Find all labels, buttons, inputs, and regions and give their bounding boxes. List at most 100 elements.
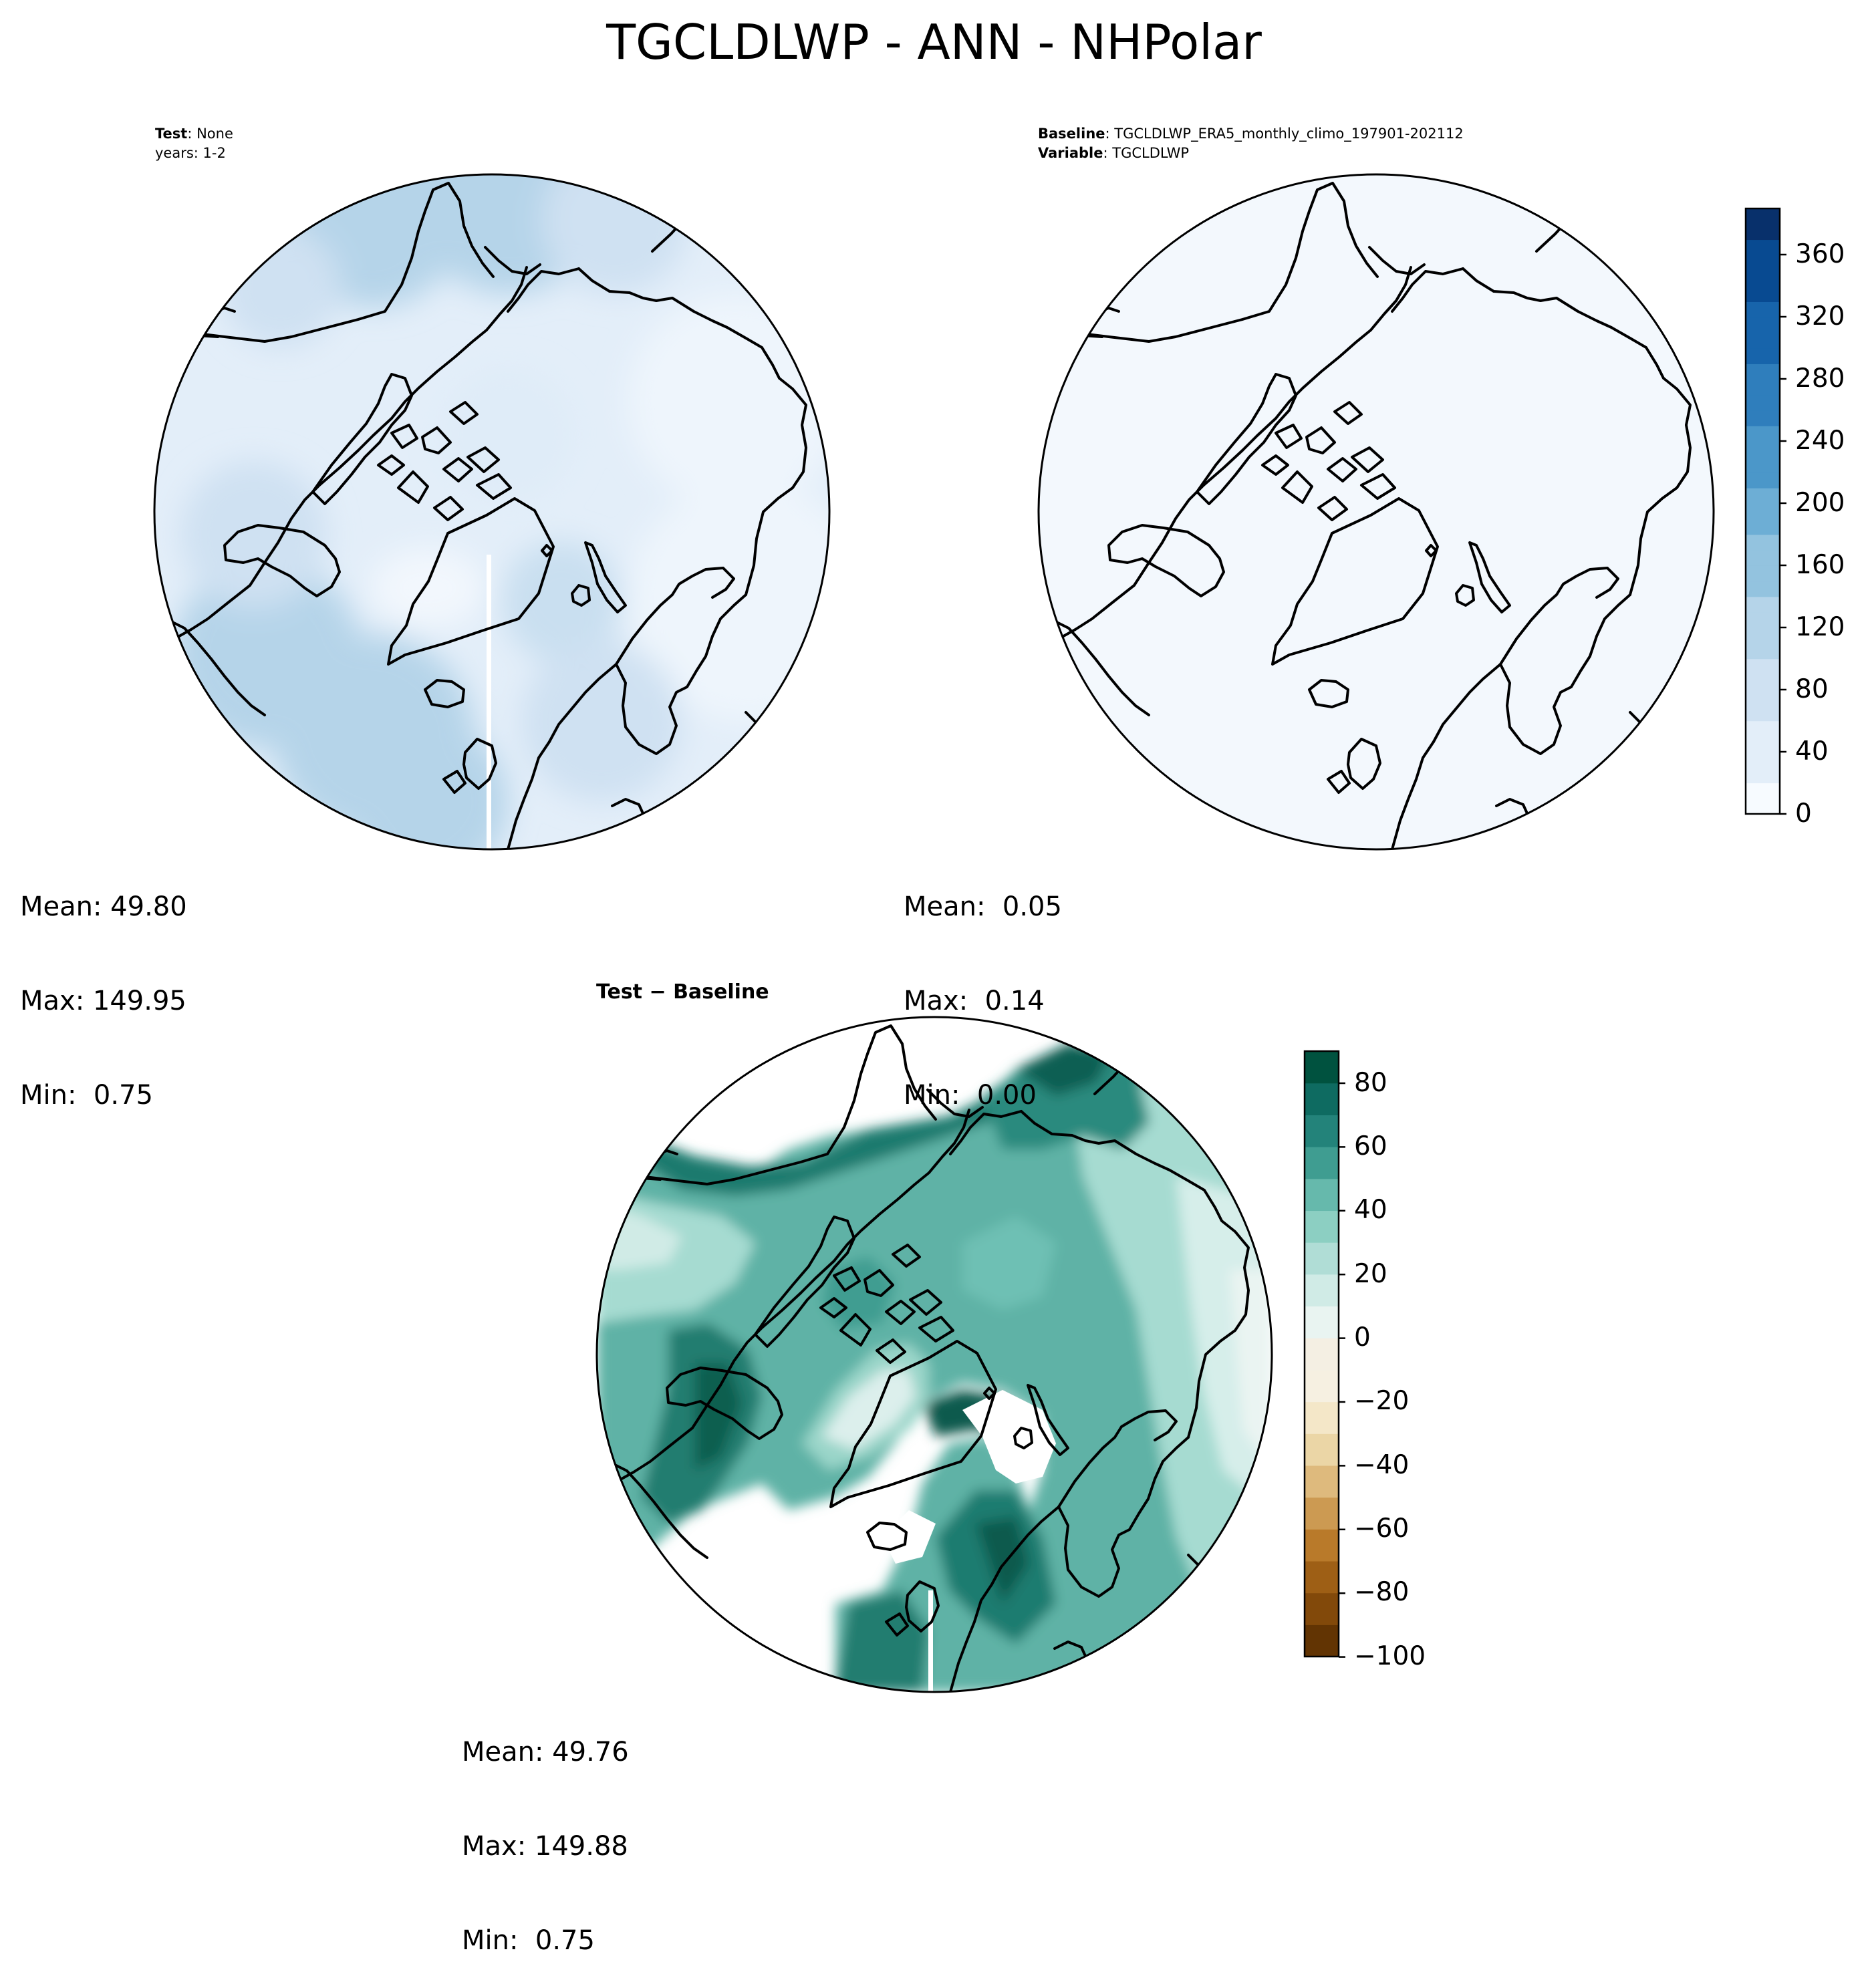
colorbar-segment — [1746, 239, 1780, 256]
cb1-tick: 280 — [1795, 364, 1845, 394]
colorbar-segment — [1746, 394, 1780, 411]
cb2-tick: 20 — [1354, 1259, 1387, 1289]
cb1-tick: 120 — [1795, 612, 1845, 642]
baseline-case-name: : TGCLDLWP_ERA5_monthly_climo_197901-202… — [1105, 126, 1464, 142]
cb2-tick: −40 — [1354, 1450, 1410, 1480]
cb2-tick: 40 — [1354, 1195, 1387, 1225]
colorbar-segment — [1746, 658, 1780, 675]
maps-svg — [153, 173, 1786, 1693]
colorbar-segment — [1305, 1338, 1339, 1371]
colorbar-segment — [1746, 798, 1780, 815]
colorbar-segment — [1305, 1147, 1339, 1179]
baseline-mean: Mean: 0.05 — [904, 891, 1062, 922]
cb2-tick: −80 — [1354, 1577, 1410, 1607]
colorbar-segment — [1746, 488, 1780, 504]
figure-title: TGCLDLWP - ANN - NHPolar — [606, 14, 1262, 70]
test-panel-header: Test: None years: 1-2 — [155, 124, 233, 163]
test-map — [153, 173, 831, 851]
difference-panel-title: Test − Baseline — [596, 980, 769, 1004]
cb1-tick: 240 — [1795, 426, 1845, 456]
colorbar-segment — [1746, 752, 1780, 768]
colorbar-segment — [1305, 1560, 1339, 1594]
cb2-tick: −20 — [1354, 1386, 1410, 1416]
colorbar-segment — [1746, 519, 1780, 535]
colorbar-segment — [1746, 534, 1780, 551]
baseline-map — [1037, 173, 1715, 851]
baseline-stats: Mean: 0.05 Max: 0.14 Min: 0.00 — [904, 829, 1062, 1143]
difference-map — [595, 1016, 1273, 1693]
colorbar-segment — [1746, 270, 1780, 287]
test-case-name: : None — [187, 126, 233, 142]
colorbar-segment — [1746, 364, 1780, 380]
colorbar-segment — [1305, 1115, 1339, 1147]
test-colorbar — [1744, 207, 1781, 815]
cb2-tick: 0 — [1354, 1322, 1371, 1353]
baseline-label: Baseline — [1038, 126, 1105, 142]
colorbar-segment — [1746, 767, 1780, 784]
colorbar-segment — [1746, 503, 1780, 520]
difference-stats: Mean: 49.76 Max: 149.88 Min: 0.75 — [462, 1674, 629, 1988]
cb1-tick: 160 — [1795, 550, 1845, 580]
cb2-tick: 80 — [1354, 1068, 1387, 1098]
cb1-tick: 320 — [1795, 301, 1845, 331]
colorbar-segment — [1746, 690, 1780, 706]
test-years: years: 1-2 — [155, 145, 226, 161]
test-stats: Mean: 49.80 Max: 149.95 Min: 0.75 — [20, 829, 187, 1143]
colorbar-segment — [1746, 612, 1780, 628]
colorbar-segment — [1746, 301, 1780, 318]
colorbar-segment — [1746, 627, 1780, 644]
colorbar-segment — [1746, 705, 1780, 722]
difference-max: Max: 149.88 — [462, 1831, 628, 1862]
variable-label: Variable — [1038, 145, 1103, 161]
colorbar-segment — [1746, 472, 1780, 488]
difference-min: Min: 0.75 — [462, 1925, 595, 1956]
difference-mean: Mean: 49.76 — [462, 1737, 629, 1767]
colorbar-segment — [1746, 720, 1780, 737]
variable-name: : TGCLDLWP — [1103, 145, 1190, 161]
colorbar-segment — [1746, 286, 1780, 302]
cb2-tick: −100 — [1354, 1641, 1426, 1671]
cb2-tick: 60 — [1354, 1131, 1387, 1161]
colorbar-segment — [1746, 441, 1780, 458]
cb2-tick: −60 — [1354, 1514, 1410, 1544]
difference-colorbar — [1303, 1050, 1340, 1658]
colorbar-segment — [1746, 456, 1780, 473]
test-mean: Mean: 49.80 — [20, 891, 187, 922]
cb1-tick: 360 — [1795, 239, 1845, 269]
colorbar-segment — [1746, 674, 1780, 690]
colorbar-segment — [1746, 565, 1780, 582]
colorbar-segment — [1746, 224, 1780, 241]
colorbar-segment — [1305, 1274, 1339, 1307]
colorbar-segment — [1305, 1401, 1339, 1434]
baseline-panel-header: Baseline: TGCLDLWP_ERA5_monthly_climo_19… — [1038, 124, 1464, 163]
colorbar-segment — [1746, 596, 1780, 613]
colorbar-segment — [1305, 1465, 1339, 1498]
baseline-max: Max: 0.14 — [904, 986, 1045, 1016]
colorbar-segment — [1305, 1592, 1339, 1625]
cb1-tick: 40 — [1795, 736, 1829, 766]
colorbar-segment — [1746, 581, 1780, 597]
colorbar-segment — [1305, 1242, 1339, 1275]
colorbar-segment — [1746, 379, 1780, 396]
colorbar-segment — [1305, 1083, 1339, 1115]
cb1-tick: 200 — [1795, 488, 1845, 518]
colorbar-segment — [1305, 1497, 1339, 1530]
test-min: Min: 0.75 — [20, 1080, 153, 1111]
colorbar-segment — [1305, 1624, 1339, 1657]
colorbar-segment — [1746, 317, 1780, 333]
colorbar-segment — [1746, 410, 1780, 426]
colorbar-segment — [1305, 1051, 1339, 1084]
test-label: Test — [155, 126, 188, 142]
colorbar-segment — [1305, 1433, 1339, 1466]
colorbar-segment — [1746, 783, 1780, 799]
colorbar-segment — [1746, 208, 1780, 225]
colorbar-segment — [1305, 1369, 1339, 1403]
colorbar-segment — [1746, 332, 1780, 349]
colorbar-segment — [1746, 550, 1780, 566]
colorbar-segment — [1746, 736, 1780, 752]
colorbar-segment — [1305, 1178, 1339, 1212]
colorbar-segment — [1746, 255, 1780, 271]
colorbar-segment — [1305, 1529, 1339, 1562]
colorbar-segment — [1746, 426, 1780, 442]
cb1-tick: 0 — [1795, 799, 1812, 829]
